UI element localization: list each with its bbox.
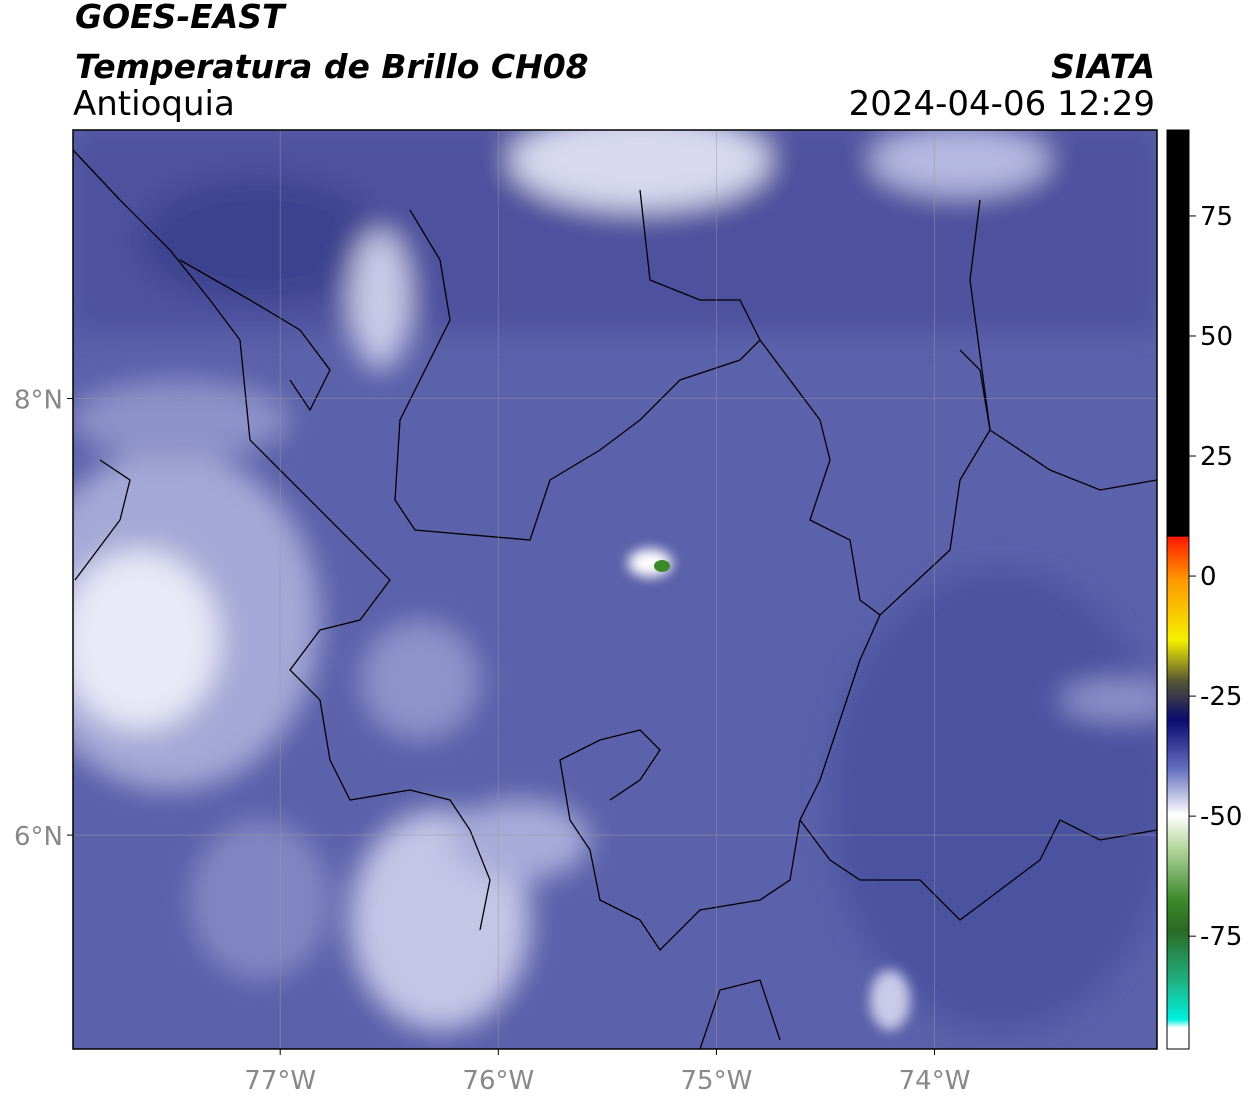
- colorbar-tick-label: -50: [1200, 802, 1242, 832]
- product-title: Temperatura de Brillo CH08: [75, 47, 589, 86]
- colorbar-tick-label: -25: [1200, 682, 1242, 712]
- colorbar-tick-label: 25: [1200, 442, 1233, 472]
- satellite-image: [73, 130, 1157, 1049]
- colorbar-tick-label: 75: [1200, 202, 1233, 232]
- y-tick-label: 8°N: [14, 385, 63, 415]
- x-tick-label: 76°W: [462, 1066, 534, 1096]
- x-tick-label: 77°W: [244, 1066, 316, 1096]
- x-tick-label: 74°W: [899, 1066, 971, 1096]
- map-frame: [72, 129, 1158, 1050]
- borders: [73, 149, 1157, 1049]
- colorbar-tick-label: 0: [1200, 562, 1217, 592]
- x-tick-label: 75°W: [681, 1066, 753, 1096]
- satellite-title: GOES-EAST: [75, 0, 287, 36]
- y-tick-label: 6°N: [14, 822, 63, 852]
- colorbar-tick-label: 50: [1200, 322, 1233, 352]
- region-title: Antioquia: [73, 84, 235, 124]
- source-title: SIATA: [1051, 47, 1155, 86]
- colorbar: [1166, 129, 1190, 1050]
- datetime-title: 2024-04-06 12:29: [849, 84, 1155, 124]
- colorbar-tick-label: -75: [1200, 922, 1242, 952]
